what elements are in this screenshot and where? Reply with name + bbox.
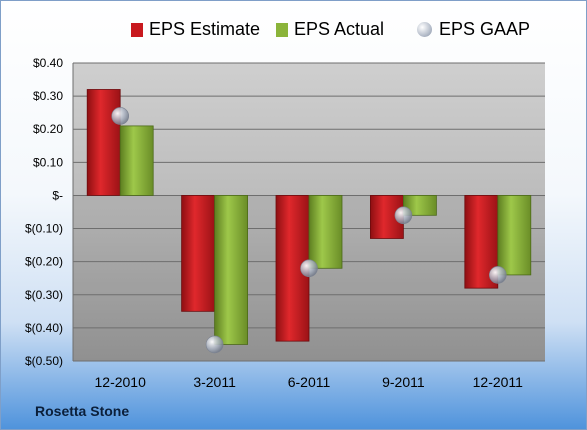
bar-eps-actual-12-2010 (119, 125, 154, 196)
x-category-label: 12-2010 (95, 374, 147, 390)
y-tick-label: $(0.40) (25, 321, 63, 335)
legend-swatch-eps-estimate (131, 23, 143, 37)
legend-label-eps-gaap: EPS GAAP (439, 19, 531, 39)
bar-eps-actual-9-2011 (402, 195, 437, 216)
y-tick-label: $0.30 (33, 89, 63, 103)
marker-eps-gaap-12-2011 (488, 266, 507, 284)
y-tick-label: $0.20 (33, 122, 63, 136)
x-category-label: 9-2011 (382, 374, 425, 390)
bar-eps-actual-3-2011 (214, 195, 249, 345)
legend-swatch-eps-actual (276, 23, 288, 37)
y-tick-label: $0.10 (33, 155, 63, 169)
bar-eps-estimate-3-2011 (181, 195, 216, 312)
marker-eps-gaap-3-2011 (205, 335, 224, 354)
x-category-label: 12-2011 (473, 374, 524, 390)
y-tick-label: $- (52, 188, 63, 202)
y-tick-label: $(0.50) (25, 354, 63, 368)
company-name: Rosetta Stone (35, 403, 130, 419)
marker-eps-gaap-9-2011 (394, 206, 413, 225)
y-tick-label: $0.40 (33, 56, 63, 70)
legend: EPS Estimate EPS Actual EPS GAAP (1, 17, 586, 43)
marker-eps-gaap-6-2011 (300, 259, 318, 278)
y-tick-label: $(0.30) (25, 288, 63, 302)
x-category-label: 6-2011 (288, 374, 331, 390)
marker-eps-gaap-12-2010 (111, 107, 129, 125)
y-tick-label: $(0.20) (25, 255, 63, 269)
legend-marker-eps-gaap (417, 22, 432, 37)
bar-eps-actual-12-2011 (497, 195, 532, 276)
legend-label-eps-estimate: EPS Estimate (149, 19, 261, 39)
x-category-label: 3-2011 (193, 374, 236, 390)
bar-eps-actual-6-2011 (308, 195, 343, 269)
legend-label-eps-actual: EPS Actual (294, 19, 385, 39)
y-tick-label: $(0.10) (25, 222, 63, 236)
bar-eps-estimate-12-2010 (86, 89, 121, 196)
